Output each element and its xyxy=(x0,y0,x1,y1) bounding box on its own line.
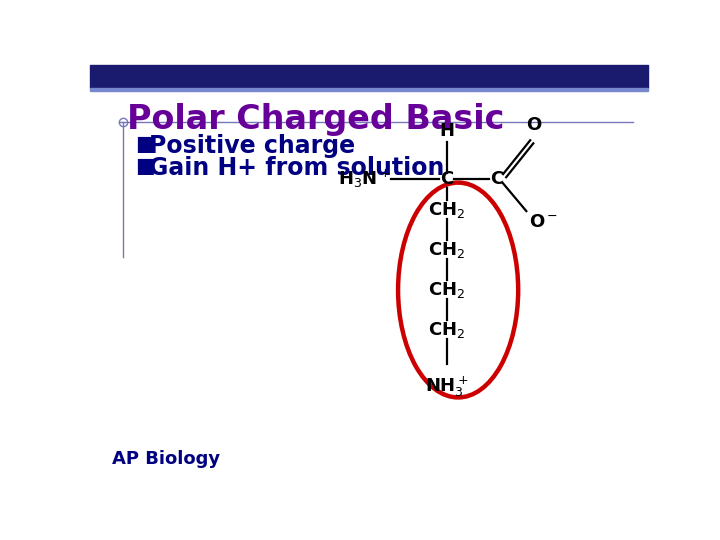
Text: Positive charge: Positive charge xyxy=(149,134,355,158)
Text: CH$_2$: CH$_2$ xyxy=(428,200,465,220)
Text: NH$_3^+$: NH$_3^+$ xyxy=(425,374,468,399)
Text: O: O xyxy=(526,116,541,134)
Text: CH$_2$: CH$_2$ xyxy=(428,280,465,300)
Text: AP Biology: AP Biology xyxy=(112,450,220,468)
Text: O$^-$: O$^-$ xyxy=(529,213,559,231)
Bar xyxy=(90,65,648,88)
Text: Polar Charged Basic: Polar Charged Basic xyxy=(127,103,505,136)
Text: ■: ■ xyxy=(135,156,155,176)
Text: ■: ■ xyxy=(135,134,155,154)
Text: C: C xyxy=(490,170,503,188)
Text: CH$_2$: CH$_2$ xyxy=(428,240,465,260)
Text: C: C xyxy=(440,170,453,188)
Text: Gain H+ from solution: Gain H+ from solution xyxy=(149,156,444,180)
Text: CH$_2$: CH$_2$ xyxy=(428,320,465,340)
Bar xyxy=(90,88,648,91)
Text: H: H xyxy=(439,122,454,140)
Text: H$_3$N$^+$: H$_3$N$^+$ xyxy=(338,167,391,190)
